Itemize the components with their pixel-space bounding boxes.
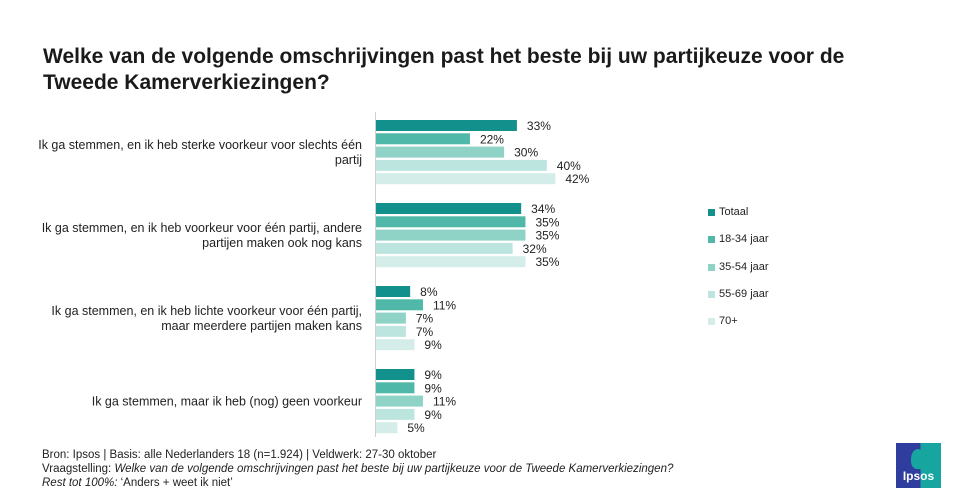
rest-text: ‘Anders + weet ik niet’ bbox=[120, 477, 233, 489]
data-label: 11% bbox=[433, 298, 456, 312]
data-label: 5% bbox=[407, 421, 425, 435]
legend-item: 70+ bbox=[708, 315, 738, 327]
data-label: 42% bbox=[565, 172, 589, 186]
data-label: 8% bbox=[420, 285, 438, 299]
y-axis-line bbox=[375, 112, 376, 437]
bar bbox=[376, 159, 547, 171]
data-label: 22% bbox=[480, 132, 504, 146]
legend-item: 18-34 jaar bbox=[708, 233, 769, 245]
data-label: 9% bbox=[424, 408, 442, 422]
legend-swatch bbox=[708, 290, 715, 298]
data-label: 33% bbox=[527, 119, 551, 133]
data-label: 32% bbox=[523, 242, 547, 256]
bar bbox=[376, 256, 526, 268]
bar bbox=[376, 325, 406, 337]
bar bbox=[376, 422, 398, 434]
data-label: 35% bbox=[535, 215, 559, 229]
data-label: 9% bbox=[424, 338, 442, 352]
bar bbox=[376, 203, 522, 214]
category-label: Ik ga stemmen, en ik heb sterke voorkeur… bbox=[38, 138, 362, 167]
legend-swatch bbox=[708, 263, 715, 271]
legend-label: 18-34 jaar bbox=[719, 233, 769, 245]
bar bbox=[376, 120, 517, 131]
bar bbox=[376, 299, 423, 311]
bar bbox=[376, 133, 470, 145]
data-label: 30% bbox=[514, 146, 538, 160]
legend-swatch bbox=[708, 235, 715, 243]
data-label: 34% bbox=[531, 202, 555, 216]
legend-label: 55-69 jaar bbox=[719, 288, 769, 300]
data-label: 40% bbox=[557, 159, 581, 173]
rest-label: Rest tot 100%: bbox=[42, 477, 121, 489]
bar bbox=[376, 312, 406, 324]
bar bbox=[376, 229, 526, 241]
legend-label: 70+ bbox=[719, 315, 738, 327]
legend-item: Totaal bbox=[708, 206, 748, 218]
bar bbox=[376, 216, 526, 228]
logo-text: Ipsos bbox=[902, 469, 935, 483]
ipsos-logo: Ipsos bbox=[896, 443, 941, 488]
chart-title: Welke van de volgende omschrijvingen pas… bbox=[43, 45, 845, 94]
data-label: 7% bbox=[416, 325, 434, 339]
question-label: Vraagstelling: bbox=[42, 463, 115, 475]
data-label: 35% bbox=[535, 229, 559, 243]
source-note: Bron: Ipsos | Basis: alle Nederlanders 1… bbox=[42, 449, 437, 461]
data-label: 9% bbox=[424, 381, 442, 395]
question-text: Welke van de volgende omschrijvingen pas… bbox=[114, 463, 674, 475]
bar bbox=[376, 408, 415, 420]
bar bbox=[376, 395, 423, 407]
data-label: 35% bbox=[535, 255, 559, 269]
bar bbox=[376, 339, 415, 351]
legend-item: 35-54 jaar bbox=[708, 261, 769, 273]
bar bbox=[376, 382, 415, 394]
data-label: 11% bbox=[433, 395, 456, 409]
legend-item: 55-69 jaar bbox=[708, 288, 769, 300]
data-label: 7% bbox=[416, 312, 434, 326]
footer: Bron: Ipsos | Basis: alle Nederlanders 1… bbox=[42, 448, 673, 490]
data-label: 9% bbox=[424, 368, 442, 382]
legend-label: Totaal bbox=[719, 206, 749, 218]
category-label: Ik ga stemmen, maar ik heb (nog) geen vo… bbox=[91, 394, 362, 409]
legend-swatch bbox=[708, 317, 715, 325]
legend-swatch bbox=[708, 208, 715, 216]
category-label: Ik ga stemmen, en ik heb lichte voorkeur… bbox=[51, 304, 362, 333]
category-label: Ik ga stemmen, en ik heb voorkeur voor é… bbox=[41, 221, 362, 250]
bar bbox=[376, 173, 556, 185]
legend-label: 35-54 jaar bbox=[719, 261, 769, 273]
bar bbox=[376, 242, 513, 254]
bar bbox=[376, 146, 505, 158]
bar bbox=[376, 286, 411, 297]
bar bbox=[376, 369, 415, 380]
